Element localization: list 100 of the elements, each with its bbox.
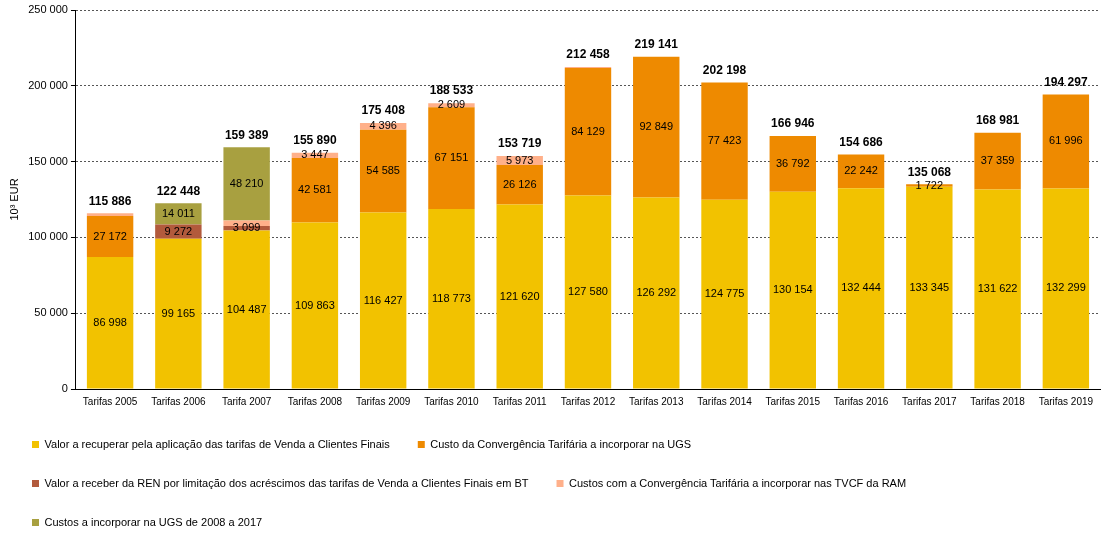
data-label: 37 359 [980, 154, 1015, 167]
legend-label: Custos com a Convergência Tarifária a incorporar nas TVCF da RAM [569, 476, 907, 489]
bar [633, 56, 680, 198]
data-label: 132 299 [1045, 281, 1086, 294]
x-tick-label: Tarifas 2018 [970, 395, 1026, 407]
data-label: 109 863 [295, 298, 335, 311]
data-label: 3 099 [232, 221, 261, 234]
y-tick-label: 150 000 [28, 154, 68, 167]
data-label: 3 447 [301, 148, 329, 161]
total-label: 188 533 [429, 83, 474, 98]
bar [428, 208, 475, 389]
data-label: 84 129 [571, 124, 605, 137]
data-label: 22 242 [844, 164, 878, 177]
total-label: 219 141 [634, 37, 679, 52]
legend-label: Custos a incorporar na UGS de 2008 a 2017 [44, 515, 263, 528]
total-label: 115 886 [88, 193, 132, 208]
total-label: 135 068 [907, 164, 952, 179]
total-label: 175 408 [361, 103, 406, 118]
bar [223, 230, 270, 389]
data-label: 104 487 [226, 302, 267, 315]
x-tick-label: Tarifas 2012 [560, 395, 616, 407]
bar [769, 191, 816, 389]
total-label: 122 448 [156, 183, 201, 198]
bar [496, 165, 543, 205]
bar [359, 129, 407, 213]
bar [564, 195, 612, 389]
x-tick-label: Tarifas 2014 [697, 395, 753, 407]
data-label: 130 154 [772, 283, 813, 296]
bar [564, 68, 612, 196]
data-label: 67 151 [434, 151, 469, 164]
data-label: 86 998 [93, 315, 127, 328]
data-label: 61 996 [1049, 134, 1083, 147]
bar [496, 204, 543, 389]
y-tick-label: 250 000 [28, 3, 68, 16]
total-label: 155 890 [293, 132, 337, 147]
x-tick-label: Tarifas 2016 [833, 395, 889, 407]
data-label: 54 585 [366, 164, 400, 177]
bar [428, 107, 475, 209]
data-label: 4 396 [369, 119, 397, 132]
legend-label: Valor a receber da REN por limitação dos acréscimos das tarifas de Venda a Clientes Finais em BT [44, 476, 529, 489]
data-label: 42 581 [298, 183, 332, 196]
total-label: 153 719 [498, 136, 542, 151]
data-label: 77 423 [707, 134, 742, 147]
data-label: 132 444 [841, 281, 881, 294]
x-tick-label: Tarifas 2015 [765, 395, 821, 407]
bar [837, 188, 885, 389]
y-axis-title: 10³ EUR [7, 178, 20, 221]
bar [974, 132, 1021, 190]
data-label: 36 792 [775, 156, 810, 169]
bar [633, 197, 680, 389]
data-label: 92 849 [639, 120, 674, 133]
y-tick-label: 200 000 [28, 78, 68, 91]
data-label: 131 622 [977, 282, 1018, 295]
legend-label: Custo da Convergência Tarifária a incorporar na UGS [430, 437, 692, 450]
data-label: 5 973 [505, 153, 534, 166]
bar [223, 147, 270, 221]
bar [155, 203, 202, 225]
x-tick-label: Tarifas 2010 [424, 395, 480, 407]
data-label: 26 126 [502, 177, 537, 190]
data-label: 124 775 [704, 287, 745, 300]
x-tick-label: Tarifas 2009 [355, 395, 411, 407]
data-label: 48 210 [229, 176, 264, 189]
x-tick-label: Tarifas 2019 [1038, 395, 1094, 407]
y-tick-label: 0 [61, 382, 68, 395]
bar [155, 238, 202, 389]
x-tick-label: Tarifas 2017 [902, 395, 957, 407]
x-tick-label: Tarifas 2008 [287, 395, 343, 407]
data-label: 127 580 [568, 285, 608, 298]
legend-label: Valor a recuperar pela aplicação das tarifas de Venda a Clientes Finais [44, 437, 391, 450]
bar [1042, 188, 1090, 389]
bar [86, 257, 134, 389]
x-tick-label: Tarifas 2011 [492, 395, 548, 407]
bar [701, 199, 748, 389]
x-tick-label: Tarifas 2006 [151, 395, 207, 407]
bar [291, 157, 339, 223]
data-label: 14 011 [161, 207, 195, 220]
total-label: 168 981 [975, 113, 1020, 128]
total-label: 159 389 [224, 127, 269, 142]
data-label: 126 292 [636, 286, 677, 299]
data-label: 2 609 [437, 98, 466, 111]
total-label: 166 946 [771, 116, 815, 131]
total-label: 194 297 [1044, 74, 1088, 89]
bar [86, 213, 134, 216]
x-tick-label: Tarifas 2005 [82, 395, 138, 407]
bar [837, 154, 885, 189]
bar [291, 222, 339, 389]
data-label: 133 345 [909, 280, 950, 293]
total-label: 212 458 [566, 47, 610, 62]
data-label: 116 427 [363, 293, 403, 306]
x-tick-label: Tarifa 2007 [221, 395, 272, 407]
data-label: 121 620 [499, 289, 540, 302]
y-tick-label: 100 000 [28, 230, 68, 243]
data-label: 99 165 [161, 306, 196, 319]
x-tick-label: Tarifas 2013 [629, 395, 684, 407]
data-label: 27 172 [93, 229, 127, 242]
total-label: 202 198 [702, 62, 747, 77]
total-label: 154 686 [839, 134, 884, 149]
bar [86, 215, 134, 258]
bar [359, 212, 407, 389]
bar [701, 82, 748, 200]
